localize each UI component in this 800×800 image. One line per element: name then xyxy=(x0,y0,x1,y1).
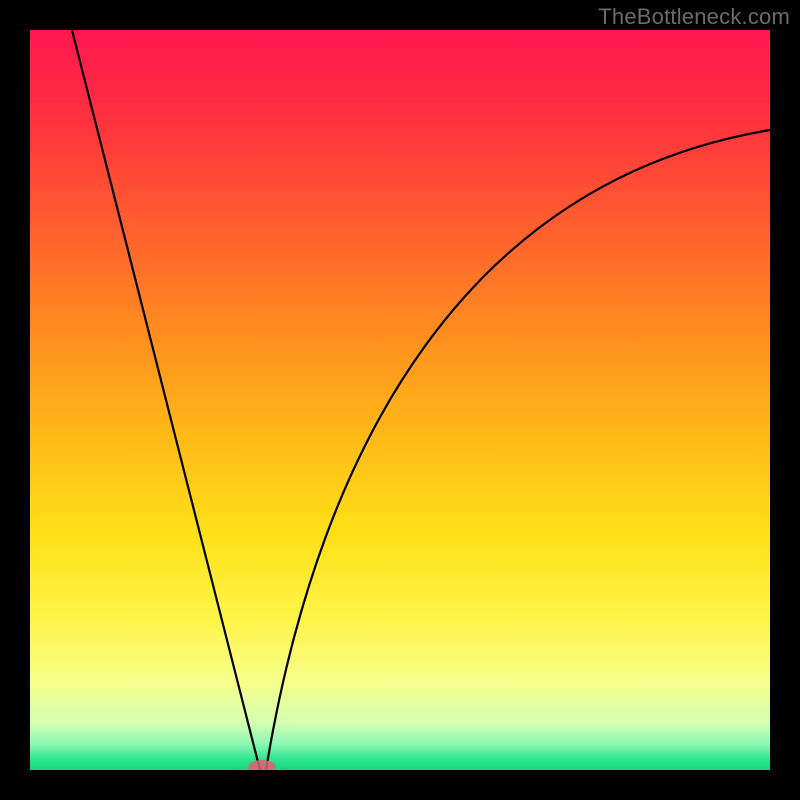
chart-container: TheBottleneck.com xyxy=(0,0,800,800)
watermark-text: TheBottleneck.com xyxy=(598,4,790,30)
plot-background xyxy=(30,30,770,770)
bottleneck-chart xyxy=(0,0,800,800)
